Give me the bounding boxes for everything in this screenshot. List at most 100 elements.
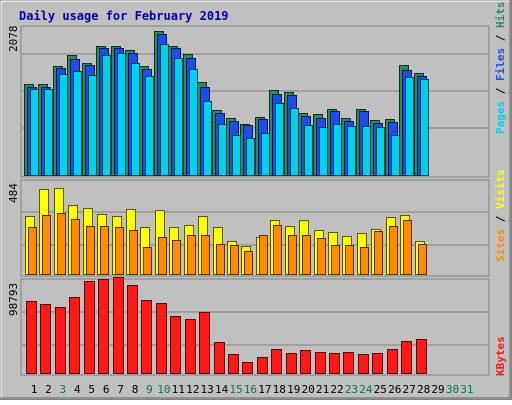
bar-kbytes-day-18 [271, 349, 282, 374]
x-tick-label-day-8: 8 [132, 383, 139, 396]
bar-sites-day-11 [172, 240, 181, 275]
x-tick-label-day-17: 17 [258, 383, 271, 396]
bar-sites-day-21 [317, 238, 326, 275]
legend-item-kbytes: KBytes [494, 336, 507, 376]
bar-sites-day-20 [302, 235, 311, 275]
x-tick-label-day-21: 21 [316, 383, 329, 396]
legend-panel-1: Sites / Visits [494, 169, 507, 262]
x-tick-label-day-26: 26 [388, 383, 401, 396]
legend-item-files: Files [494, 48, 507, 81]
chart-title: Daily usage for February 2019 [19, 9, 229, 23]
bar-kbytes-day-12 [185, 319, 196, 374]
bar-sites-day-18 [273, 225, 282, 275]
bar-kbytes-day-5 [84, 281, 95, 374]
bar-sites-day-14 [216, 244, 225, 275]
legend-separator: / [494, 209, 507, 229]
legend-text: Pages / Files / Hits [494, 2, 507, 135]
bar-sites-day-24 [360, 247, 369, 275]
legend-item-pages: Pages [494, 101, 507, 134]
x-tick-label-day-6: 6 [103, 383, 110, 396]
bar-pages-day-8 [131, 63, 140, 176]
bar-pages-day-21 [319, 127, 328, 176]
bar-sites-day-23 [345, 245, 354, 275]
legend-panel-2: KBytes [494, 336, 507, 376]
bar-sites-day-2 [42, 215, 51, 275]
bar-pages-day-24 [362, 126, 371, 176]
bar-kbytes-day-16 [242, 362, 253, 374]
bar-pages-day-12 [189, 69, 198, 176]
y-max-label-kbytes: 98793 [7, 283, 20, 316]
x-tick-label-day-2: 2 [45, 383, 52, 396]
bar-kbytes-day-23 [343, 352, 354, 374]
bar-sites-day-7 [115, 227, 124, 275]
bar-pages-day-1 [30, 89, 39, 176]
bar-kbytes-day-15 [228, 354, 239, 374]
bar-kbytes-day-27 [401, 341, 412, 374]
bar-kbytes-day-3 [55, 307, 66, 374]
bar-kbytes-day-4 [69, 297, 80, 374]
x-tick-label-day-29: 29 [431, 383, 444, 396]
x-tick-label-day-10: 10 [157, 383, 170, 396]
bar-sites-day-17 [259, 235, 268, 275]
bar-kbytes-day-11 [170, 316, 181, 374]
bar-kbytes-day-19 [286, 353, 297, 374]
bar-kbytes-day-2 [40, 304, 51, 374]
bar-kbytes-day-8 [127, 285, 138, 374]
bar-sites-day-4 [71, 219, 80, 275]
x-tick-labels: 1 2 3 4 5 6 7 8 9 10 11 12 13 14 15 16 17 18 19 20 21 22 23 24 2… [31, 383, 474, 396]
x-tick-label-day-14: 14 [215, 383, 229, 396]
x-tick-label-day-23: 23 [345, 383, 358, 396]
x-tick-label-day-22: 22 [330, 383, 343, 396]
y-max-label-visits: 484 [7, 183, 20, 203]
bar-kbytes-day-7 [113, 277, 124, 374]
bar-pages-day-4 [73, 71, 82, 176]
bar-sites-day-10 [158, 237, 167, 275]
x-tick-label-day-4: 4 [74, 383, 81, 396]
bar-kbytes-day-10 [156, 303, 167, 374]
bars [24, 31, 429, 374]
x-tick-label-day-28: 28 [417, 383, 430, 396]
bar-kbytes-day-20 [300, 350, 311, 374]
legend-item-hits: Hits [494, 2, 507, 29]
x-tick-label-day-15: 15 [229, 383, 242, 396]
bar-pages-day-18 [275, 103, 284, 176]
x-tick-label-day-12: 12 [186, 383, 199, 396]
x-tick-label-day-11: 11 [172, 383, 185, 396]
bar-sites-day-22 [331, 245, 340, 275]
legend-separator: / [494, 28, 507, 48]
x-tick-label-day-31: 31 [460, 383, 473, 396]
bar-kbytes-day-6 [98, 279, 109, 374]
bar-sites-day-5 [86, 226, 95, 275]
bar-kbytes-day-17 [257, 357, 268, 374]
bar-sites-day-25 [374, 231, 383, 275]
bar-sites-day-12 [187, 235, 196, 275]
y-max-label-hits: 2078 [7, 26, 20, 53]
legend-text: KBytes [494, 336, 507, 376]
x-tick-label-day-7: 7 [117, 383, 124, 396]
x-tick-label-day-20: 20 [302, 383, 315, 396]
bar-pages-day-6 [102, 55, 111, 176]
bar-kbytes-day-13 [199, 312, 210, 374]
bar-sites-day-28 [418, 244, 427, 275]
bar-pages-day-25 [376, 127, 385, 176]
bar-kbytes-day-24 [358, 354, 369, 374]
bar-kbytes-day-14 [214, 342, 225, 374]
bar-sites-day-6 [100, 226, 109, 275]
bar-sites-day-16 [244, 251, 253, 275]
x-tick-label-day-18: 18 [273, 383, 286, 396]
bar-sites-day-1 [28, 227, 37, 275]
bar-pages-day-7 [117, 53, 126, 176]
bar-sites-day-15 [230, 245, 239, 275]
bar-pages-day-5 [88, 75, 97, 176]
legend-item-sites: Sites [494, 229, 507, 262]
bar-pages-day-27 [405, 77, 414, 176]
bar-pages-day-28 [420, 79, 429, 176]
bar-pages-day-20 [304, 125, 313, 176]
x-tick-label-day-16: 16 [244, 383, 257, 396]
x-tick-label-day-25: 25 [374, 383, 387, 396]
bar-pages-day-17 [261, 133, 270, 176]
bar-pages-day-22 [333, 124, 342, 176]
x-tick-label-day-5: 5 [88, 383, 95, 396]
